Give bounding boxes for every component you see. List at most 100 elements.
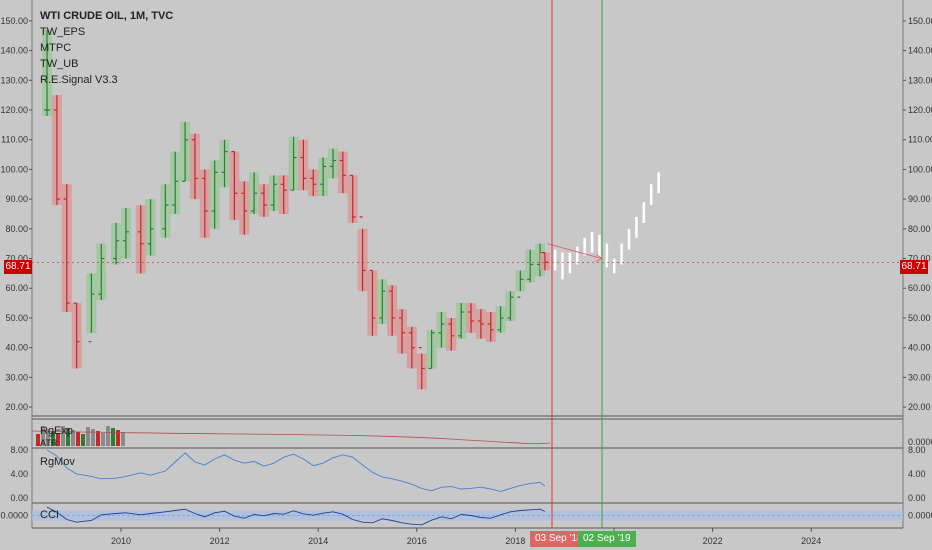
rgmov-label[interactable]: RgMov bbox=[40, 456, 75, 468]
projection-arrow bbox=[547, 243, 602, 260]
y-tick-label: 30.00 bbox=[908, 372, 931, 382]
volume-bar bbox=[56, 433, 60, 446]
projection-bar bbox=[605, 243, 609, 268]
volume-bar bbox=[121, 432, 125, 446]
y-tick-label: 130.00 bbox=[0, 75, 28, 85]
y-tick-label: 90.00 bbox=[5, 194, 28, 204]
indicator-label[interactable]: TW_UB bbox=[40, 58, 79, 70]
y-tick-label: 120.00 bbox=[0, 105, 28, 115]
rgmov-pane: 0.00 0.00 4.00 4.00 8.00 8.00 bbox=[10, 445, 925, 503]
y-tick-label: 20.00 bbox=[908, 402, 931, 412]
date-markers bbox=[551, 0, 603, 528]
y-tick-label: 40.00 bbox=[5, 343, 28, 353]
rgmov-tick-label: 4.00 bbox=[10, 469, 28, 479]
y-tick-label: 30.00 bbox=[5, 372, 28, 382]
volume-bar bbox=[111, 428, 115, 446]
y-tick-label: 110.00 bbox=[908, 135, 932, 145]
volume-bar bbox=[46, 429, 50, 446]
x-tick-label: 2014 bbox=[308, 536, 328, 546]
projection-bar bbox=[649, 184, 653, 206]
candles bbox=[42, 29, 550, 390]
y-tick-label: 80.00 bbox=[5, 224, 28, 234]
y-tick-label: 150.00 bbox=[0, 16, 28, 26]
volume-bar bbox=[71, 430, 75, 446]
y-tick-label: 70.00 bbox=[5, 254, 28, 264]
indicator-label[interactable]: TW_EPS bbox=[40, 26, 86, 38]
volume-bar bbox=[66, 428, 70, 446]
chart-legend: WTI CRUDE OIL, 1M, TVC TW_EPS MTPC TW_UB… bbox=[40, 8, 173, 88]
y-tick-label: 40.00 bbox=[908, 343, 931, 353]
projection-bar bbox=[568, 252, 572, 274]
green-line-date-tag: 02 Sep '19 bbox=[578, 531, 636, 547]
x-tick-label: 2012 bbox=[210, 536, 230, 546]
x-tick-label: 2024 bbox=[801, 536, 821, 546]
projection-bar bbox=[598, 234, 601, 259]
y-tick-label: 150.00 bbox=[908, 16, 932, 26]
volume-bar bbox=[76, 432, 80, 446]
projection-bar bbox=[657, 172, 660, 194]
y-tick-label: 20.00 bbox=[5, 402, 28, 412]
rgmov-tick-label: 0.00 bbox=[10, 493, 28, 503]
price-tag-right: 68.71 bbox=[900, 260, 928, 274]
axes: 20.00 20.00 30.00 30.00 40.00 40.00 50.00 50.00… bbox=[0, 16, 932, 546]
rgexp-line bbox=[31, 430, 551, 445]
volume-zero-label: 0.0000 bbox=[908, 437, 932, 447]
projection-bar bbox=[620, 243, 623, 265]
projection-bar bbox=[627, 228, 631, 250]
y-tick-label: 100.00 bbox=[0, 164, 28, 174]
rgmov-line bbox=[46, 449, 546, 492]
projection-bar bbox=[583, 237, 586, 256]
y-tick-label: 120.00 bbox=[908, 105, 932, 115]
volume-bar bbox=[86, 427, 90, 446]
y-tick-label: 90.00 bbox=[908, 194, 931, 204]
y-tick-label: 60.00 bbox=[5, 283, 28, 293]
rgmov-tick-label: 8.00 bbox=[908, 445, 926, 455]
volume-pane: 0.0000 bbox=[31, 426, 932, 447]
rgmov-tick-label: 0.00 bbox=[908, 493, 926, 503]
volume-bar bbox=[116, 430, 120, 446]
symbol-title[interactable]: WTI CRUDE OIL, 1M, TVC bbox=[40, 10, 174, 22]
y-tick-label: 140.00 bbox=[0, 46, 28, 56]
y-tick-label: 70.00 bbox=[908, 254, 931, 264]
x-tick-label: 2010 bbox=[111, 536, 131, 546]
rgmov-tick-label: 4.00 bbox=[908, 469, 926, 479]
y-tick-label: 80.00 bbox=[908, 224, 931, 234]
projection-bar bbox=[576, 246, 579, 265]
projection-bar bbox=[561, 252, 564, 280]
x-tick-label: 2016 bbox=[407, 536, 427, 546]
indicator-label[interactable]: R.E.Signal V3.3 bbox=[40, 74, 118, 86]
volume-bar bbox=[91, 429, 95, 446]
indicator-label[interactable]: MTPC bbox=[40, 42, 72, 54]
projection-bar bbox=[590, 231, 594, 253]
projection-bar bbox=[553, 249, 557, 271]
y-tick-label: 140.00 bbox=[908, 46, 932, 56]
cci-tick-label: 0.0000 bbox=[0, 511, 28, 521]
cci-tick-label: 0.0000 bbox=[908, 511, 932, 521]
rgexp-label[interactable]: RgExp bbox=[40, 425, 74, 437]
rgmov-tick-label: 8.00 bbox=[10, 445, 28, 455]
volume-bar bbox=[81, 434, 85, 446]
volume-bar bbox=[61, 426, 65, 446]
y-tick-label: 50.00 bbox=[908, 313, 931, 323]
projection-bars bbox=[32, 172, 903, 280]
cci-label[interactable]: CCI bbox=[40, 509, 59, 521]
volume-bar bbox=[96, 431, 100, 446]
volume-bar bbox=[36, 434, 40, 446]
volume-bar bbox=[41, 427, 45, 446]
volume-bar bbox=[106, 426, 110, 446]
projection-bar bbox=[613, 258, 616, 274]
x-tick-label: 2018 bbox=[505, 536, 525, 546]
y-tick-label: 110.00 bbox=[1, 135, 28, 145]
y-tick-label: 130.00 bbox=[908, 75, 932, 85]
volume-bar bbox=[101, 433, 105, 446]
projection-bar bbox=[635, 216, 638, 238]
atr-label[interactable]: ATR bbox=[40, 438, 58, 448]
y-tick-label: 50.00 bbox=[5, 313, 28, 323]
volume-bar bbox=[51, 431, 55, 446]
y-tick-label: 60.00 bbox=[908, 283, 931, 293]
projection-bar bbox=[642, 202, 646, 223]
cci-line bbox=[46, 506, 546, 526]
x-tick-label: 2022 bbox=[703, 536, 723, 546]
price-tag-left: 68.71 bbox=[4, 260, 32, 274]
